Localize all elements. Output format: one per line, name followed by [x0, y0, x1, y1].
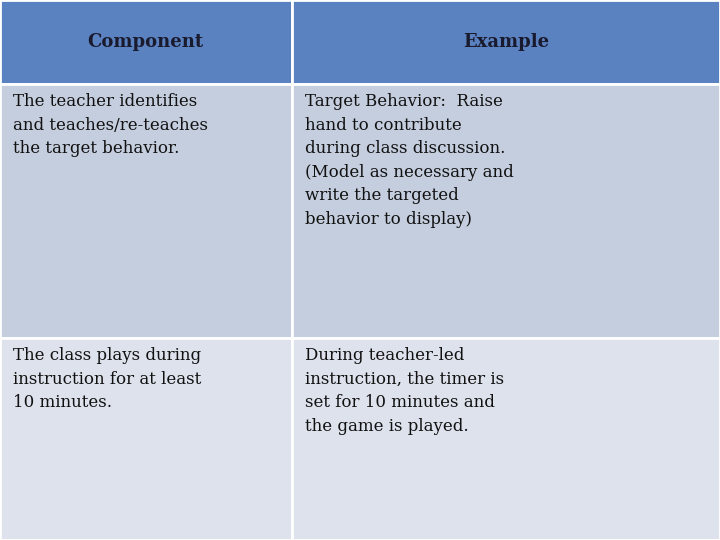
Text: The teacher identifies
and teaches/re-teaches
the target behavior.: The teacher identifies and teaches/re-te… — [13, 93, 208, 158]
Text: Component: Component — [88, 33, 204, 51]
Bar — [292, 338, 720, 540]
Bar — [0, 84, 292, 338]
Bar — [0, 0, 292, 84]
Bar — [292, 0, 720, 84]
Text: During teacher-led
instruction, the timer is
set for 10 minutes and
the game is : During teacher-led instruction, the time… — [305, 347, 504, 435]
Text: Target Behavior:  Raise
hand to contribute
during class discussion.
(Model as ne: Target Behavior: Raise hand to contribut… — [305, 93, 513, 228]
Text: The class plays during
instruction for at least
10 minutes.: The class plays during instruction for a… — [13, 347, 201, 411]
Text: Example: Example — [463, 33, 549, 51]
Bar — [292, 84, 720, 338]
Bar — [0, 338, 292, 540]
